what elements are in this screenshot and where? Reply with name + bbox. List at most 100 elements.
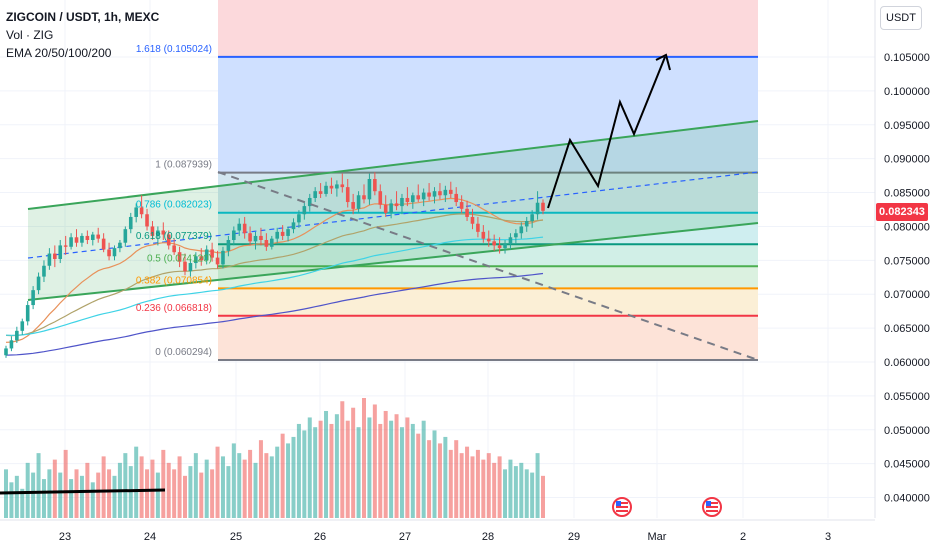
volume-bar <box>226 466 231 518</box>
candle-body <box>329 185 334 189</box>
candle-body <box>226 240 231 251</box>
candle-body <box>183 261 187 272</box>
volume-bar <box>410 423 415 518</box>
flag-stripe <box>706 506 718 508</box>
volume-bar <box>296 423 301 518</box>
price-tick-label: 0.105000 <box>884 52 930 64</box>
price-tick-label: 0.055000 <box>884 391 930 403</box>
candle-body <box>15 330 19 341</box>
candle-body <box>470 216 475 224</box>
candle-body <box>237 223 242 231</box>
candle-body <box>199 256 204 261</box>
candle-body <box>80 235 84 243</box>
volume-bars <box>4 398 545 518</box>
candle-body <box>454 193 459 203</box>
candle-body <box>123 229 128 243</box>
time-tick-label: 3 <box>825 531 831 543</box>
symbol-title[interactable]: ZIGCOIN / USDT, 1h, MEXC <box>6 10 160 24</box>
candle-body <box>47 253 52 266</box>
fib-zone <box>218 288 758 316</box>
volume-bar <box>220 456 225 518</box>
candle-body <box>204 249 209 261</box>
candle-body <box>459 202 464 209</box>
volume-bar <box>31 472 36 518</box>
volume-bar <box>383 410 388 518</box>
candle-body <box>280 231 285 236</box>
price-tick-label: 0.050000 <box>884 425 930 437</box>
candle-body <box>356 195 361 209</box>
volume-bar <box>20 488 25 518</box>
candle-body <box>25 305 30 322</box>
volume-bar <box>193 453 198 518</box>
candle-body <box>378 191 383 205</box>
candle-body <box>519 226 524 234</box>
candle-body <box>351 202 355 209</box>
volume-bar <box>530 472 535 518</box>
candle-body <box>313 191 317 198</box>
volume-bar <box>367 417 372 518</box>
volume-bar <box>112 475 117 518</box>
candle-body <box>345 187 350 203</box>
volume-bar <box>242 459 247 518</box>
volume-bar <box>188 466 193 518</box>
volume-bar <box>52 459 57 518</box>
volume-bar <box>503 469 508 518</box>
candle-body <box>253 235 258 242</box>
volume-indicator-label[interactable]: Vol · ZIG <box>6 28 54 42</box>
flag-stripe <box>706 502 718 504</box>
candle-body <box>42 265 46 277</box>
volume-bar <box>253 462 258 518</box>
candle-body <box>177 252 182 262</box>
volume-bar <box>14 475 19 518</box>
candle-body <box>259 235 263 240</box>
volume-bar <box>465 446 470 518</box>
flag-stripe <box>616 502 628 504</box>
price-tick-label: 0.085000 <box>884 188 930 200</box>
candle-body <box>373 179 377 192</box>
volume-bar <box>248 449 253 518</box>
price-tick-label: 0.095000 <box>884 120 930 132</box>
volume-bar <box>340 401 345 518</box>
volume-bar <box>351 407 356 518</box>
candle-body <box>172 245 176 253</box>
volume-bar <box>145 469 150 518</box>
volume-bar <box>313 427 318 518</box>
volume-bar <box>362 398 366 518</box>
volume-bar <box>90 482 95 518</box>
time-axis[interactable]: 23 24 25 26 27 28 29 Mar 2 3 <box>0 519 875 543</box>
ema-100-line <box>5 236 544 336</box>
flag-canton <box>616 501 621 506</box>
candle-body <box>275 231 280 239</box>
candle-body <box>465 208 469 217</box>
volume-bar <box>155 472 160 518</box>
candle-body <box>69 237 73 247</box>
time-tick-label: 2 <box>740 531 746 543</box>
volume-bar <box>134 446 139 518</box>
candle-body <box>324 185 328 194</box>
volume-bar <box>481 459 486 518</box>
price-axis[interactable]: 0.105000 0.100000 0.095000 0.090000 0.085000… <box>874 0 930 518</box>
volume-trend-line <box>0 488 166 495</box>
candle-body <box>508 237 513 245</box>
drawings[interactable] <box>0 53 759 495</box>
candle-body <box>90 234 95 240</box>
volume-bar <box>107 469 112 518</box>
time-tick-label: 28 <box>482 531 494 543</box>
volume-bar <box>475 449 480 518</box>
currency-selector-button[interactable]: USDT <box>880 6 922 30</box>
fib-level-label: 0.786 (0.082023) <box>136 200 212 211</box>
event-markers[interactable] <box>612 497 722 517</box>
candle-body <box>232 230 236 240</box>
us-flag-event-icon <box>702 497 722 517</box>
projection-path <box>547 56 666 209</box>
ema-indicator-label[interactable]: EMA 20/50/100/200 <box>6 46 112 60</box>
flag-stripe <box>706 510 718 512</box>
candle-body <box>85 235 90 240</box>
price-tick-label: 0.090000 <box>884 154 930 166</box>
volume-bar <box>334 414 339 518</box>
time-tick-label: 27 <box>399 531 411 543</box>
dashed-trend-line <box>217 171 759 361</box>
volume-bar <box>307 417 312 518</box>
price-tick-label: 0.045000 <box>884 459 930 471</box>
